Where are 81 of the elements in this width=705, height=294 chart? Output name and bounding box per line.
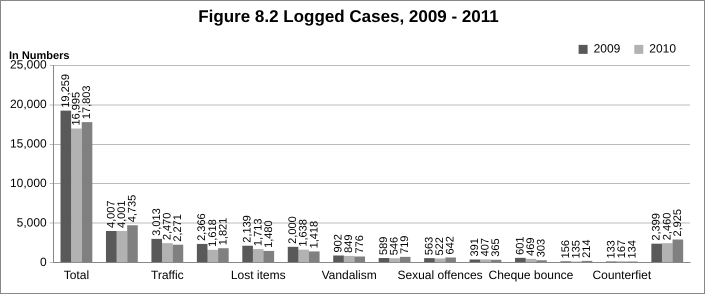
chart-title: Figure 8.2 Logged Cases, 2009 - 2011 xyxy=(198,6,499,26)
legend-label: 2009 xyxy=(594,42,621,56)
data-label: 2,000 xyxy=(287,216,300,244)
bar xyxy=(71,128,82,262)
x-tick-label: Vandalism xyxy=(322,268,377,282)
data-label: 1,638 xyxy=(298,219,310,247)
data-label: 902 xyxy=(332,234,345,252)
data-label: 2,470 xyxy=(161,212,174,240)
x-tick-label: Sexual offences xyxy=(397,268,483,282)
bar xyxy=(344,256,354,262)
bar xyxy=(106,230,117,262)
bar xyxy=(389,258,400,262)
data-label: 4,735 xyxy=(126,194,139,222)
data-label: 4,001 xyxy=(116,200,128,228)
y-tick-label: 15,000 xyxy=(10,136,48,151)
x-tick-label: Cheque bounce xyxy=(488,268,574,282)
data-label: 214 xyxy=(581,240,594,258)
data-label: 133 xyxy=(605,240,618,259)
bar xyxy=(470,260,480,262)
data-label: 156 xyxy=(560,240,572,258)
data-label: 3,013 xyxy=(150,208,163,236)
data-label: 167 xyxy=(616,240,628,258)
data-label: 2,925 xyxy=(672,208,684,237)
data-label: 589 xyxy=(378,236,390,255)
data-label: 1,713 xyxy=(252,218,264,246)
data-label: 1,618 xyxy=(206,219,219,247)
data-label: 469 xyxy=(524,238,537,256)
data-label: 522 xyxy=(434,237,446,256)
data-label: 849 xyxy=(343,234,356,253)
bar xyxy=(60,110,72,262)
data-label: 19,259 xyxy=(60,74,72,108)
bar xyxy=(151,238,162,262)
y-tick-label: 0 xyxy=(40,254,48,269)
bar xyxy=(196,244,208,262)
bar xyxy=(480,259,491,262)
data-label: 2,399 xyxy=(650,213,663,241)
data-label: 1,418 xyxy=(308,220,320,248)
legend-label: 2010 xyxy=(649,42,676,56)
bar xyxy=(207,250,218,262)
bar xyxy=(526,258,536,262)
bar xyxy=(378,258,390,262)
data-label: 776 xyxy=(354,235,366,254)
data-label: 365 xyxy=(490,238,502,257)
bar xyxy=(298,250,309,262)
data-label: 563 xyxy=(423,236,436,256)
data-label: 1,480 xyxy=(262,220,275,248)
bar xyxy=(662,243,673,262)
x-tick-label: Traffic xyxy=(150,268,184,282)
data-label: 407 xyxy=(480,238,492,256)
x-tick-label: Total xyxy=(64,268,90,282)
data-label: 16,995 xyxy=(70,92,82,126)
data-label: 2,460 xyxy=(661,212,674,240)
data-label: 719 xyxy=(399,236,412,254)
data-label: 546 xyxy=(388,236,401,256)
bar xyxy=(116,231,128,262)
bar xyxy=(252,249,264,262)
bar xyxy=(424,258,435,262)
y-tick-label: 5,000 xyxy=(16,215,48,230)
data-label: 135 xyxy=(570,240,582,259)
data-label: 391 xyxy=(468,238,481,257)
bar xyxy=(651,244,662,262)
data-label: 2,139 xyxy=(242,215,254,243)
data-label: 134 xyxy=(626,240,638,259)
data-label: 2,366 xyxy=(196,213,208,241)
bar xyxy=(242,246,253,262)
y-tick-label: 10,000 xyxy=(10,176,48,190)
data-label: 303 xyxy=(536,238,548,258)
y-tick-label: 20,000 xyxy=(10,97,48,112)
bar xyxy=(288,246,298,262)
data-label: 642 xyxy=(444,236,457,255)
bar xyxy=(162,243,173,262)
bar xyxy=(333,255,344,262)
data-label: 4,007 xyxy=(105,200,118,228)
bar xyxy=(515,258,526,262)
data-label: 2,271 xyxy=(172,214,184,242)
bar xyxy=(434,258,446,262)
x-tick-label: Lost items xyxy=(230,268,286,282)
x-tick-label: Counterfiet xyxy=(592,268,652,282)
data-label: 1,821 xyxy=(217,218,230,246)
data-label: 17,803 xyxy=(81,86,94,120)
data-label: 601 xyxy=(514,236,526,255)
